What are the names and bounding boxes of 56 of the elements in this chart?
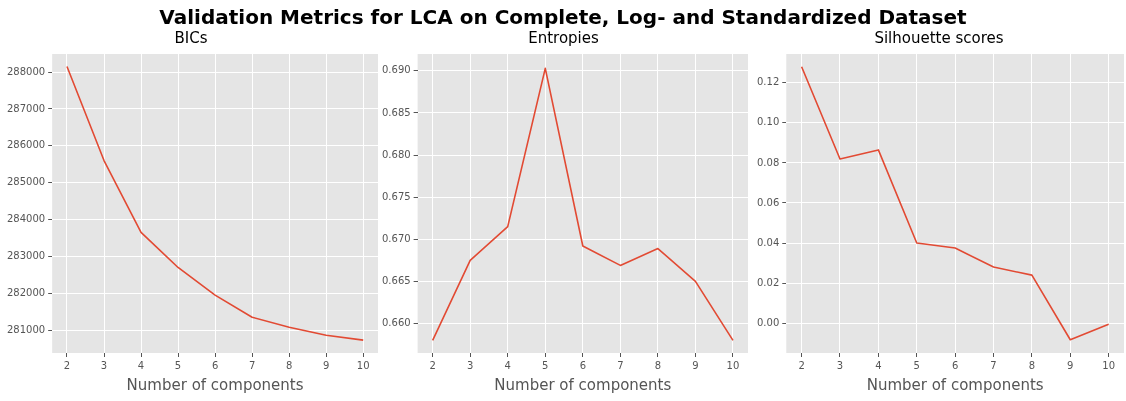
y-tick-label: 0.08 xyxy=(757,156,780,168)
x-tick-label: 5 xyxy=(913,359,920,371)
y-tick-label: 0.675 xyxy=(381,190,411,202)
y-tick-label: 288000 xyxy=(6,65,46,77)
x-tick-label: 7 xyxy=(617,359,624,371)
x-axis-title: Number of components xyxy=(866,375,1044,394)
x-tick-label: 4 xyxy=(875,359,882,371)
x-tick-label: 4 xyxy=(504,359,511,371)
x-tick-label: 9 xyxy=(322,359,330,371)
x-tick-label: 6 xyxy=(211,359,219,371)
y-tick-label: 285000 xyxy=(6,176,46,188)
y-tick-label: 0.670 xyxy=(381,232,411,244)
x-tick-label: 10 xyxy=(1102,359,1116,371)
y-tick-label: 281000 xyxy=(6,323,46,335)
y-tick-label: 0.00 xyxy=(757,316,780,328)
x-tick-label: 6 xyxy=(579,359,586,371)
x-tick-label: 8 xyxy=(285,359,293,371)
y-tick-label: 0.665 xyxy=(381,275,411,286)
x-tick-label: 7 xyxy=(248,359,256,371)
y-tick-label: 0.10 xyxy=(757,116,780,128)
y-tick-label: 0.02 xyxy=(757,276,780,288)
y-tick-label: 0.690 xyxy=(381,64,411,76)
chart-title: Entropies xyxy=(528,28,599,47)
y-tick-label: 0.06 xyxy=(757,196,780,208)
x-tick-label: 9 xyxy=(692,359,699,371)
x-tick-label: 3 xyxy=(100,359,108,371)
chart-title: BICs xyxy=(174,28,208,47)
x-tick-label: 9 xyxy=(1067,359,1074,371)
y-tick-label: 287000 xyxy=(6,102,46,114)
chart-title: Silhouette scores xyxy=(874,28,1004,47)
x-tick-label: 8 xyxy=(654,359,662,371)
x-tick-label: 7 xyxy=(990,359,997,371)
x-tick-label: 3 xyxy=(836,359,844,371)
y-tick-label: 0.660 xyxy=(381,317,411,329)
y-tick-label: 283000 xyxy=(6,250,46,261)
y-tick-label: 0.04 xyxy=(757,236,780,248)
y-tick-label: 0.12 xyxy=(757,76,780,88)
x-tick-label: 10 xyxy=(726,359,740,371)
x-tick-label: 5 xyxy=(542,359,549,371)
x-tick-label: 2 xyxy=(429,359,436,371)
y-tick-label: 286000 xyxy=(6,139,46,151)
y-tick-label: 282000 xyxy=(6,286,46,298)
x-tick-label: 6 xyxy=(951,359,959,371)
y-tick-label: 0.685 xyxy=(381,106,411,118)
x-tick-label: 2 xyxy=(798,359,805,371)
x-tick-label: 4 xyxy=(137,359,145,371)
x-tick-label: 2 xyxy=(63,359,71,371)
y-tick-label: 284000 xyxy=(6,213,46,225)
x-axis-title: Number of components xyxy=(126,375,304,394)
x-tick-label: 5 xyxy=(174,359,182,371)
x-tick-label: 10 xyxy=(356,359,370,371)
x-axis-title: Number of components xyxy=(494,375,672,394)
y-tick-label: 0.680 xyxy=(381,148,411,160)
text: Validation Metrics for LCA on Complete, Log- and Standardized Dataset xyxy=(158,5,968,29)
x-tick-label: 3 xyxy=(467,359,474,371)
x-tick-label: 8 xyxy=(1028,359,1036,371)
